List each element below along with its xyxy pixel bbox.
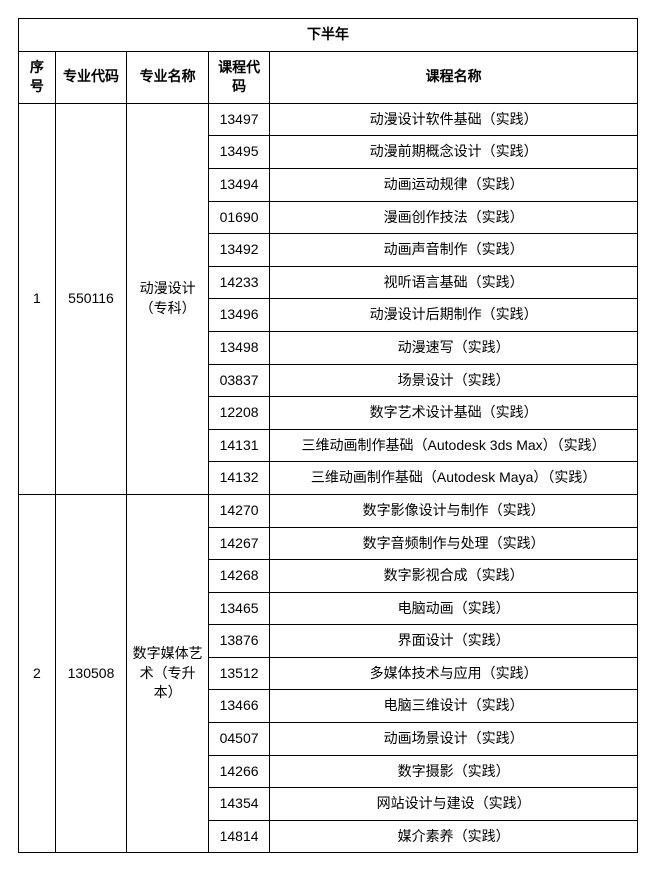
cell-course-name: 视听语言基础（实践） — [270, 266, 638, 299]
cell-course-code: 14132 — [208, 462, 269, 495]
cell-course-name: 界面设计（实践） — [270, 625, 638, 658]
cell-course-code: 13876 — [208, 625, 269, 658]
cell-course-name: 动画声音制作（实践） — [270, 234, 638, 267]
cell-course-name: 数字摄影（实践） — [270, 755, 638, 788]
table-row: 1550116动漫设计（专科）13497动漫设计软件基础（实践） — [19, 103, 638, 136]
cell-course-name: 动画运动规律（实践） — [270, 168, 638, 201]
cell-course-name: 三维动画制作基础（Autodesk Maya）（实践） — [270, 462, 638, 495]
header-major-code: 专业代码 — [55, 51, 126, 103]
cell-course-code: 14266 — [208, 755, 269, 788]
cell-course-name: 动漫前期概念设计（实践） — [270, 136, 638, 169]
header-course-code: 课程代码 — [208, 51, 269, 103]
cell-course-name: 数字艺术设计基础（实践） — [270, 397, 638, 430]
cell-course-code: 13496 — [208, 299, 269, 332]
cell-course-name: 动漫设计软件基础（实践） — [270, 103, 638, 136]
cell-course-code: 14270 — [208, 494, 269, 527]
cell-course-name: 三维动画制作基础（Autodesk 3ds Max）（实践） — [270, 429, 638, 462]
cell-course-name: 数字影像设计与制作（实践） — [270, 494, 638, 527]
cell-seq: 1 — [19, 103, 56, 494]
cell-course-code: 13498 — [208, 331, 269, 364]
table-body: 1550116动漫设计（专科）13497动漫设计软件基础（实践）13495动漫前… — [19, 103, 638, 853]
cell-course-code: 13494 — [208, 168, 269, 201]
cell-course-code: 13495 — [208, 136, 269, 169]
cell-course-name: 数字音频制作与处理（实践） — [270, 527, 638, 560]
cell-course-name: 动漫设计后期制作（实践） — [270, 299, 638, 332]
cell-course-code: 14354 — [208, 788, 269, 821]
cell-course-code: 12208 — [208, 397, 269, 430]
cell-course-code: 03837 — [208, 364, 269, 397]
cell-course-code: 14814 — [208, 820, 269, 853]
cell-course-name: 媒介素养（实践） — [270, 820, 638, 853]
cell-course-code: 13466 — [208, 690, 269, 723]
cell-course-name: 漫画创作技法（实践） — [270, 201, 638, 234]
cell-course-name: 电脑三维设计（实践） — [270, 690, 638, 723]
cell-major-code: 550116 — [55, 103, 126, 494]
cell-course-name: 多媒体技术与应用（实践） — [270, 657, 638, 690]
cell-course-name: 网站设计与建设（实践） — [270, 788, 638, 821]
cell-course-code: 13512 — [208, 657, 269, 690]
cell-course-code: 13465 — [208, 592, 269, 625]
header-seq: 序号 — [19, 51, 56, 103]
cell-course-name: 数字影视合成（实践） — [270, 560, 638, 593]
table-title: 下半年 — [19, 19, 638, 52]
header-course-name: 课程名称 — [270, 51, 638, 103]
cell-course-name: 动漫速写（实践） — [270, 331, 638, 364]
cell-major-name: 动漫设计（专科） — [127, 103, 209, 494]
cell-course-code: 14131 — [208, 429, 269, 462]
cell-course-code: 14267 — [208, 527, 269, 560]
cell-course-name: 场景设计（实践） — [270, 364, 638, 397]
cell-course-name: 电脑动画（实践） — [270, 592, 638, 625]
cell-major-code: 130508 — [55, 494, 126, 853]
cell-course-code: 13492 — [208, 234, 269, 267]
cell-course-code: 04507 — [208, 723, 269, 756]
cell-course-code: 01690 — [208, 201, 269, 234]
table-row: 2130508数字媒体艺术（专升本）14270数字影像设计与制作（实践） — [19, 494, 638, 527]
header-major-name: 专业名称 — [127, 51, 209, 103]
cell-course-code: 13497 — [208, 103, 269, 136]
cell-course-code: 14268 — [208, 560, 269, 593]
cell-seq: 2 — [19, 494, 56, 853]
cell-course-name: 动画场景设计（实践） — [270, 723, 638, 756]
cell-course-code: 14233 — [208, 266, 269, 299]
cell-major-name: 数字媒体艺术（专升本） — [127, 494, 209, 853]
course-table: 下半年 序号 专业代码 专业名称 课程代码 课程名称 1550116动漫设计（专… — [18, 18, 638, 853]
